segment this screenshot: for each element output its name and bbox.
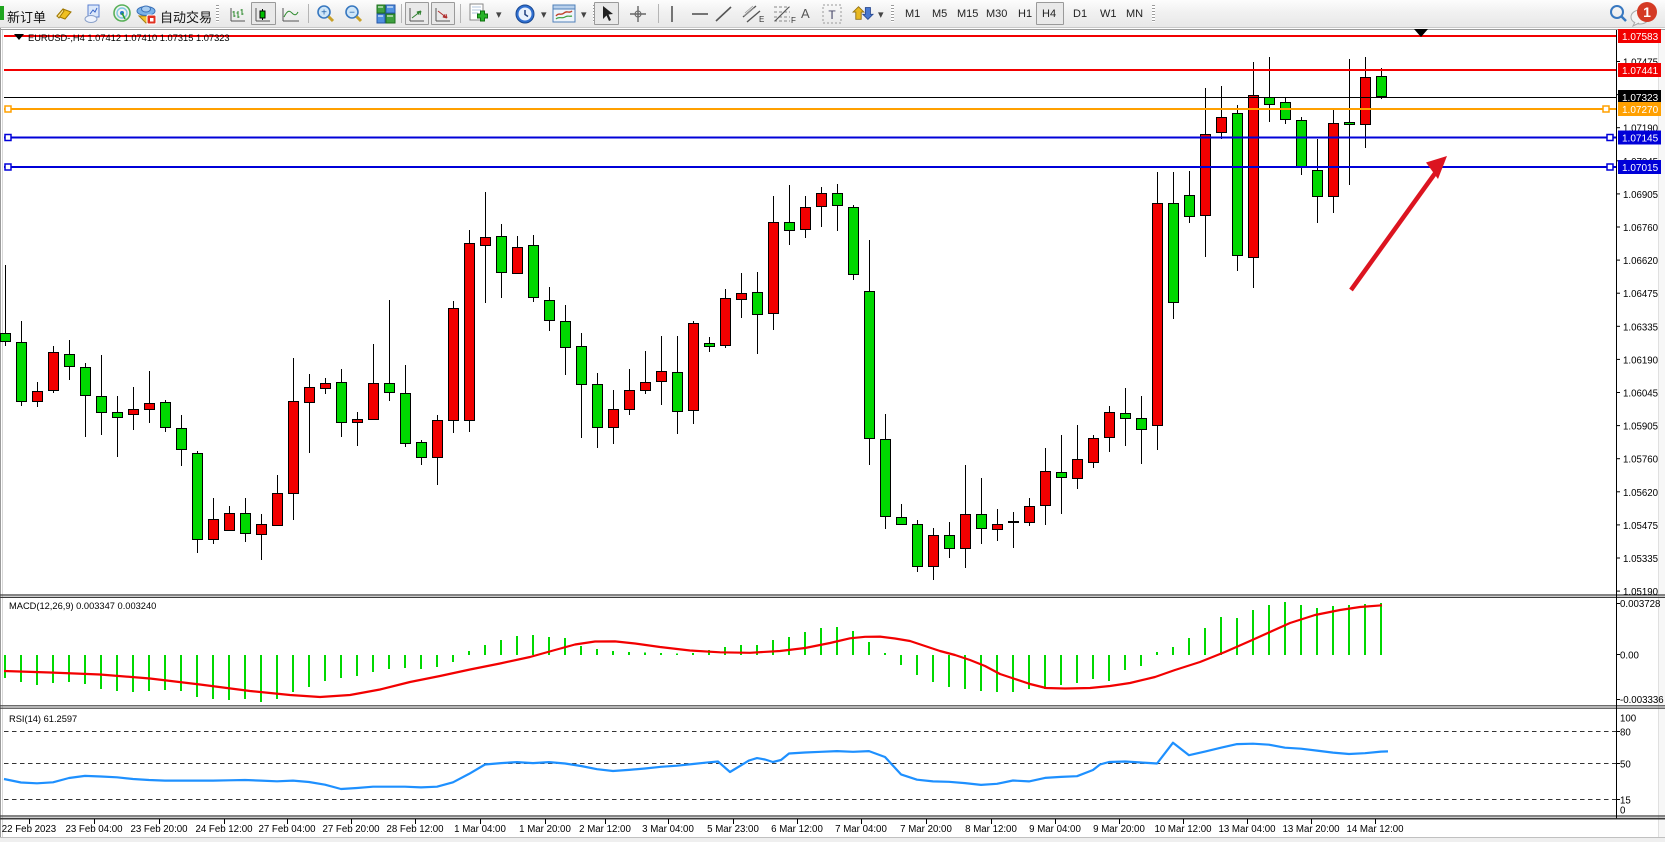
svg-text:1.05475: 1.05475 [1623,521,1658,532]
svg-text:0.003728: 0.003728 [1620,599,1660,610]
svg-text:1.05905: 1.05905 [1623,422,1658,433]
svg-text:10 Mar 12:00: 10 Mar 12:00 [1154,824,1212,835]
svg-text:MACD(12,26,9) 0.003347 0.00324: MACD(12,26,9) 0.003347 0.003240 [9,601,156,611]
svg-text:1.06045: 1.06045 [1623,389,1658,400]
svg-text:0: 0 [1620,806,1626,817]
svg-text:22 Feb 2023: 22 Feb 2023 [2,824,56,835]
svg-text:1.07441: 1.07441 [1622,66,1659,77]
svg-text:RSI(14) 61.2597: RSI(14) 61.2597 [9,714,77,724]
svg-text:1.05620: 1.05620 [1623,488,1659,499]
svg-text:80: 80 [1620,728,1631,739]
svg-text:100: 100 [1620,714,1637,725]
svg-text:28 Feb 12:00: 28 Feb 12:00 [386,824,444,835]
svg-text:50: 50 [1620,760,1631,771]
svg-text:-0.003336: -0.003336 [1620,695,1664,706]
svg-text:1.06905: 1.06905 [1623,190,1658,201]
svg-text:7 Mar 20:00: 7 Mar 20:00 [900,824,952,835]
svg-text:5 Mar 23:00: 5 Mar 23:00 [707,824,759,835]
svg-text:E: E [759,15,764,24]
svg-text:1.05760: 1.05760 [1623,455,1659,466]
svg-text:1.06335: 1.06335 [1623,322,1658,333]
svg-text:1.06760: 1.06760 [1623,223,1659,234]
svg-text:1.06475: 1.06475 [1623,289,1658,300]
svg-text:0.00: 0.00 [1620,651,1639,662]
svg-text:EURUSD-,H4 1.07412 1.07410 1.: EURUSD-,H4 1.07412 1.07410 1.07315 1.073… [28,33,230,43]
svg-text:1.06620: 1.06620 [1623,256,1659,267]
svg-text:15: 15 [1620,796,1631,807]
svg-text:1: 1 [1643,4,1651,20]
svg-text:7 Mar 04:00: 7 Mar 04:00 [835,824,887,835]
svg-text:24 Feb 12:00: 24 Feb 12:00 [195,824,253,835]
svg-text:2 Mar 12:00: 2 Mar 12:00 [579,824,631,835]
svg-text:27 Feb 20:00: 27 Feb 20:00 [322,824,380,835]
svg-text:1.07270: 1.07270 [1622,105,1659,116]
svg-text:9 Mar 20:00: 9 Mar 20:00 [1093,824,1145,835]
svg-text:6 Mar 12:00: 6 Mar 12:00 [771,824,823,835]
svg-text:23 Feb 20:00: 23 Feb 20:00 [130,824,188,835]
svg-text:−: − [349,8,355,19]
svg-text:F: F [791,16,796,24]
svg-text:14 Mar 12:00: 14 Mar 12:00 [1346,824,1404,835]
svg-text:1 Mar 20:00: 1 Mar 20:00 [519,824,571,835]
svg-text:1.07323: 1.07323 [1622,93,1659,104]
svg-text:8 Mar 12:00: 8 Mar 12:00 [965,824,1017,835]
svg-text:9 Mar 04:00: 9 Mar 04:00 [1029,824,1081,835]
svg-text:1.05190: 1.05190 [1623,587,1659,598]
svg-text:27 Feb 04:00: 27 Feb 04:00 [258,824,316,835]
svg-text:3 Mar 04:00: 3 Mar 04:00 [642,824,694,835]
svg-text:1.06190: 1.06190 [1623,355,1659,366]
svg-text:1.07015: 1.07015 [1622,163,1659,174]
svg-text:1.07583: 1.07583 [1622,32,1659,43]
svg-text:1.07145: 1.07145 [1622,134,1659,145]
svg-text:1.07190: 1.07190 [1623,124,1659,135]
svg-text:13 Mar 04:00: 13 Mar 04:00 [1218,824,1276,835]
svg-text:T: T [828,8,836,22]
svg-text:+: + [321,8,327,19]
svg-text:23 Feb 04:00: 23 Feb 04:00 [65,824,123,835]
svg-text:1 Mar 04:00: 1 Mar 04:00 [454,824,506,835]
svg-text:13 Mar 20:00: 13 Mar 20:00 [1282,824,1340,835]
svg-text:1.05335: 1.05335 [1623,554,1658,565]
